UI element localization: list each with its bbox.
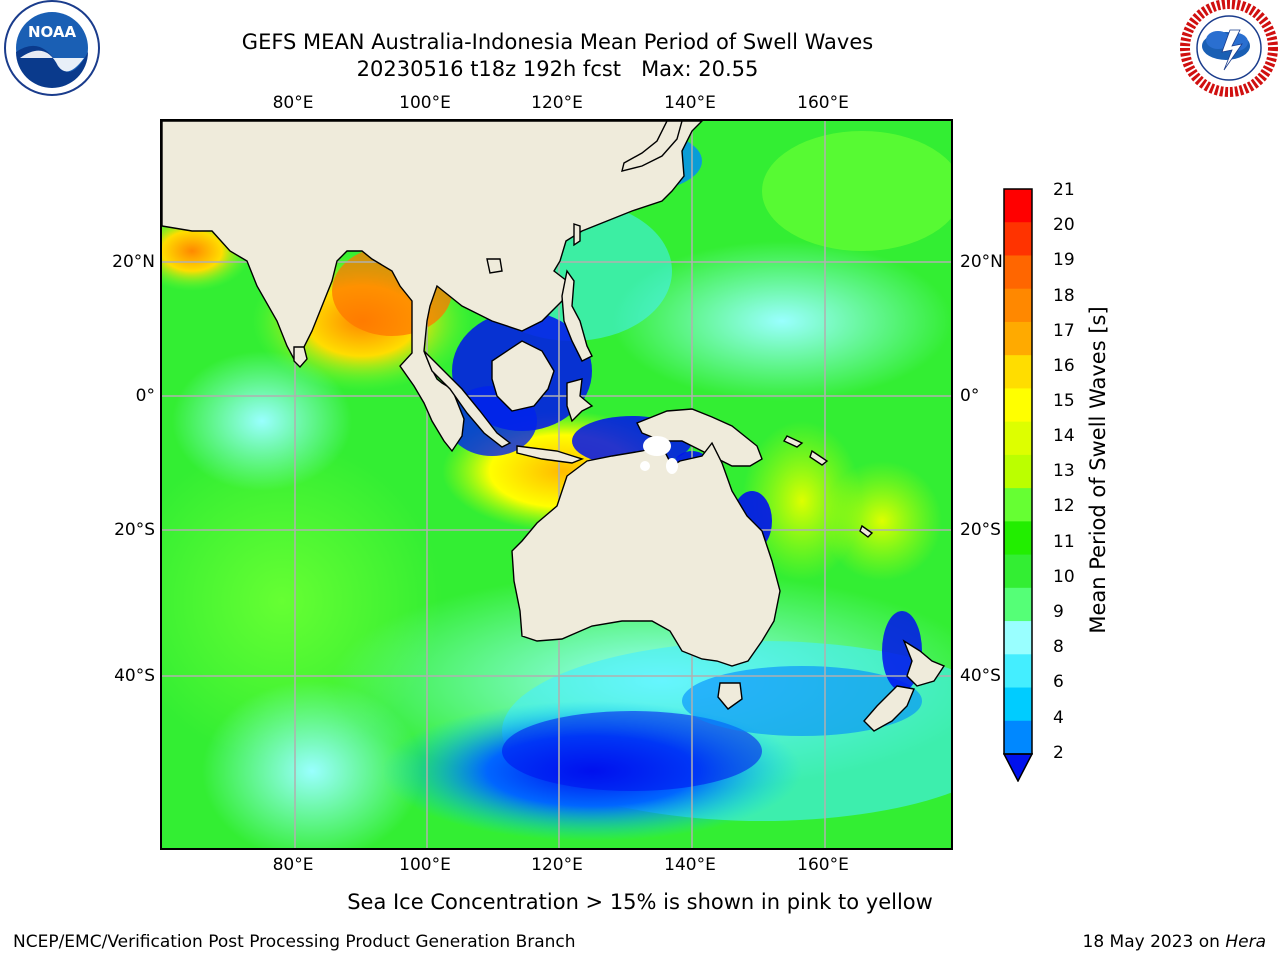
lon-tick-label: 140°E [664, 855, 716, 875]
colorbar-tick: 11 [1053, 532, 1075, 552]
lon-tick-label: 80°E [272, 855, 314, 875]
swell-field [162, 131, 951, 848]
lon-tick-label: 120°E [531, 855, 583, 875]
colorbar [1002, 188, 1034, 783]
lon-tick-label: 140°E [664, 93, 716, 113]
noaa-logo: NOAA [0, 0, 104, 100]
org-credit: NCEP/EMC/Verification Post Processing Pr… [13, 932, 576, 952]
colorbar-band [1004, 222, 1032, 256]
colorbar-band [1004, 255, 1032, 290]
colorbar-band [1004, 321, 1032, 356]
lon-tick-label: 160°E [797, 855, 849, 875]
colorbar-tick: 4 [1053, 708, 1064, 728]
colorbar-tick: 6 [1053, 672, 1064, 692]
lon-tick-label: 100°E [399, 855, 451, 875]
colorbar-tick: 9 [1053, 602, 1064, 622]
colorbar-band [1004, 587, 1032, 622]
colorbar-band [1004, 554, 1032, 589]
masked-cells [640, 436, 678, 474]
colorbar-tick: 17 [1053, 321, 1075, 341]
colorbar-tick: 19 [1053, 250, 1075, 270]
nws-logo [1178, 0, 1280, 100]
chart-subtitle: 20230516 t18z 192h fcst Max: 20.55 [356, 57, 759, 81]
colorbar-frame [1003, 188, 1033, 755]
sea-ice-note: Sea Ice Concentration > 15% is shown in … [347, 890, 933, 914]
colorbar-label: Mean Period of Swell Waves [s] [1086, 306, 1110, 634]
landmasses [162, 121, 946, 732]
colorbar-band [1004, 687, 1032, 722]
host-name: Hera [1225, 932, 1266, 952]
colorbar-tick: 16 [1053, 356, 1075, 376]
colorbar-tick: 13 [1053, 461, 1075, 481]
colorbar-band [1004, 189, 1032, 223]
colorbar-band [1004, 454, 1032, 489]
lat-tick-label: 20°S [114, 520, 155, 540]
colorbar-tick: 21 [1053, 180, 1075, 200]
lat-tick-label: 20°N [112, 252, 155, 272]
chart-title: GEFS MEAN Australia-Indonesia Mean Perio… [241, 30, 874, 54]
colorbar-band [1004, 521, 1032, 556]
lat-tick-label: 0° [135, 386, 155, 406]
lon-tick-label: 160°E [797, 93, 849, 113]
colorbar-band [1004, 355, 1032, 389]
colorbar-tick: 10 [1053, 567, 1075, 587]
colorbar-tick: 18 [1053, 286, 1075, 306]
colorbar-band [1004, 421, 1032, 456]
lat-tick-label: 40°S [960, 666, 1001, 686]
run-date-text: 18 May 2023 on [1082, 932, 1220, 952]
colorbar-tick: 2 [1053, 743, 1064, 763]
colorbar-svg [1002, 188, 1034, 783]
colorbar-band [1004, 388, 1032, 423]
colorbar-tick: 14 [1053, 426, 1075, 446]
lon-tick-label: 120°E [531, 93, 583, 113]
colorbar-band [1004, 488, 1032, 522]
noaa-logo-text: NOAA [28, 23, 77, 41]
lon-tick-label: 80°E [272, 93, 314, 113]
lat-tick-label: 20°S [960, 520, 1001, 540]
colorbar-tick: 15 [1053, 391, 1075, 411]
colorbar-tick: 20 [1053, 215, 1075, 235]
colorbar-tick: 8 [1053, 637, 1064, 657]
lon-tick-label: 100°E [399, 93, 451, 113]
run-date: 18 May 2023 on Hera [1083, 932, 1267, 952]
map-panel[interactable] [160, 119, 953, 850]
colorbar-band [1004, 720, 1032, 755]
colorbar-tick: 12 [1053, 496, 1075, 516]
colorbar-extend-triangle [1002, 753, 1034, 783]
lat-tick-label: 0° [960, 386, 980, 406]
lat-tick-label: 40°S [114, 666, 155, 686]
colorbar-band [1004, 654, 1032, 689]
map-canvas [162, 121, 951, 848]
colorbar-band [1004, 288, 1032, 323]
lat-tick-label: 20°N [960, 252, 1003, 272]
colorbar-band [1004, 621, 1032, 655]
